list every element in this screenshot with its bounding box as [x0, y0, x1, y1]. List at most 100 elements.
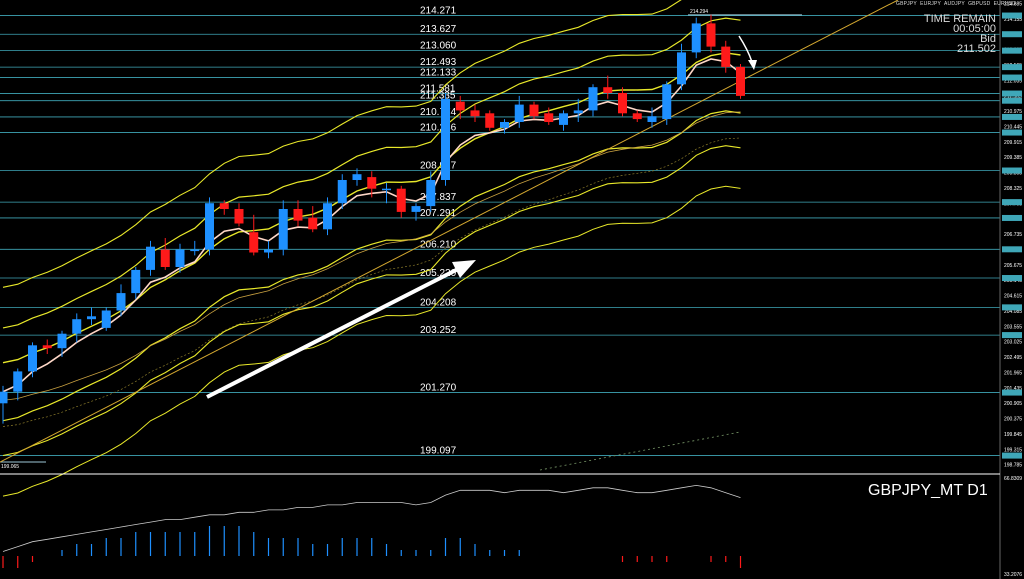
- bid-value: 211.502: [957, 43, 996, 55]
- up-arrow-head: [452, 260, 476, 278]
- level-label: 199.097: [420, 446, 457, 457]
- candle-body: [500, 122, 509, 128]
- candle-body: [455, 101, 465, 111]
- axis-level-marker: [1002, 214, 1022, 221]
- candle-body: [323, 203, 332, 230]
- envelope-band: [2, 17, 741, 329]
- axis-level-marker: [1002, 47, 1022, 54]
- level-label: 207.291: [420, 208, 457, 219]
- axis-level-marker: [1002, 90, 1022, 97]
- candle-body: [485, 113, 495, 128]
- candle-body: [677, 52, 686, 85]
- candle-body: [205, 203, 214, 250]
- axis-level-marker: [1002, 246, 1022, 253]
- up-arrow-shaft: [206, 266, 461, 399]
- slow-ma-line: [2, 111, 741, 401]
- axis-level-marker: [1002, 452, 1022, 459]
- candlesticks: [0, 14, 745, 424]
- candle-body: [190, 249, 200, 252]
- axis-tick-label: 210.975: [1004, 109, 1022, 115]
- candle-body: [618, 93, 627, 114]
- candle-body: [42, 345, 52, 349]
- candle-body: [13, 371, 23, 392]
- level-label: 203.252: [420, 325, 457, 336]
- candle-body: [411, 206, 421, 212]
- candle-body: [352, 174, 362, 180]
- axis-tick-label: 212.035: [1004, 78, 1022, 84]
- candle-body: [264, 249, 273, 253]
- time-remain-label: TIME REMAIN: [923, 13, 996, 25]
- axis-tick-label: 200.905: [1004, 401, 1022, 407]
- level-label: 201.270: [420, 383, 457, 394]
- axis-tick-label: 206.735: [1004, 232, 1022, 238]
- candle-body: [57, 333, 67, 349]
- candle-body: [146, 246, 155, 270]
- trendlines: [0, 0, 899, 471]
- pair-item[interactable]: EURUSD: [993, 1, 1016, 7]
- candle-body: [588, 87, 598, 111]
- candle-body: [160, 249, 170, 267]
- candle-body: [529, 104, 539, 117]
- time-remain-value: 00:05:00: [953, 23, 996, 35]
- axis-level-marker: [1002, 389, 1022, 396]
- indicator-tick-label: 33.2076: [1004, 572, 1022, 578]
- candle-body: [72, 319, 82, 334]
- pair-item[interactable]: EURJPY: [920, 1, 942, 7]
- axis-tick-label: 202.495: [1004, 355, 1022, 361]
- candle-body: [632, 113, 642, 120]
- axis-tick-label: 205.145: [1004, 278, 1022, 284]
- axis-tick-label: 200.375: [1004, 417, 1022, 423]
- axis-level-marker: [1002, 129, 1022, 136]
- candle-body: [87, 316, 96, 320]
- down-arrow-shaft: [738, 35, 753, 63]
- candle-body: [559, 113, 568, 125]
- candle-body: [293, 209, 303, 221]
- trendline-up: [0, 0, 899, 463]
- pair-item[interactable]: AUDJPY: [943, 1, 965, 7]
- pair-item[interactable]: GBPUSD: [968, 1, 991, 7]
- candle-body: [647, 116, 657, 122]
- candle-body: [175, 249, 185, 267]
- level-label: 213.060: [420, 41, 457, 52]
- price-axis: 214.685214.155213.625213.095212.565212.0…: [999, 0, 1022, 579]
- axis-level-marker: [1002, 199, 1022, 206]
- candle-body: [721, 46, 731, 67]
- symbol-label: GBPJPY_MT D1: [868, 482, 988, 499]
- axis-tick-label: 198.785: [1004, 463, 1022, 469]
- level-label: 210.774: [420, 107, 457, 118]
- trendline-lower: [539, 431, 741, 471]
- axis-level-marker: [1002, 64, 1022, 71]
- axis-tick-label: 214.155: [1004, 17, 1022, 23]
- candle-body: [367, 177, 377, 189]
- candle-body: [544, 113, 554, 122]
- indicator-tick-label: 66.8309: [1004, 476, 1022, 482]
- candle-body: [706, 23, 716, 47]
- time-remain-panel: TIME REMAIN 00:05:00 Bid 211.502: [923, 13, 996, 55]
- envelope-band: [2, 145, 741, 457]
- candle-body: [514, 104, 524, 122]
- candle-body: [0, 391, 8, 404]
- candle-body: [234, 209, 244, 224]
- candle-body: [396, 188, 406, 212]
- candle-body: [101, 310, 111, 328]
- candle-body: [337, 180, 347, 204]
- axis-tick-label: 205.675: [1004, 263, 1022, 269]
- axis-level-marker: [1002, 12, 1022, 19]
- low-mark-label: 199.065: [1, 464, 19, 470]
- level-label: 204.208: [420, 297, 457, 308]
- candle-body: [470, 110, 480, 117]
- axis-level-marker: [1002, 167, 1022, 174]
- candle-body: [131, 269, 141, 294]
- envelope-band: [2, 185, 741, 497]
- candle-body: [736, 66, 745, 96]
- axis-tick-label: 214.685: [1004, 2, 1022, 8]
- axis-level-marker: [1002, 97, 1022, 104]
- down-arrow-head: [748, 60, 757, 70]
- pair-item[interactable]: GBPJPY: [896, 1, 917, 7]
- candle-body: [278, 209, 288, 250]
- axis-tick-label: 203.555: [1004, 324, 1022, 330]
- envelope-band: [2, 0, 682, 288]
- axis-tick-label: 208.855: [1004, 171, 1022, 177]
- level-label: 212.493: [420, 57, 457, 68]
